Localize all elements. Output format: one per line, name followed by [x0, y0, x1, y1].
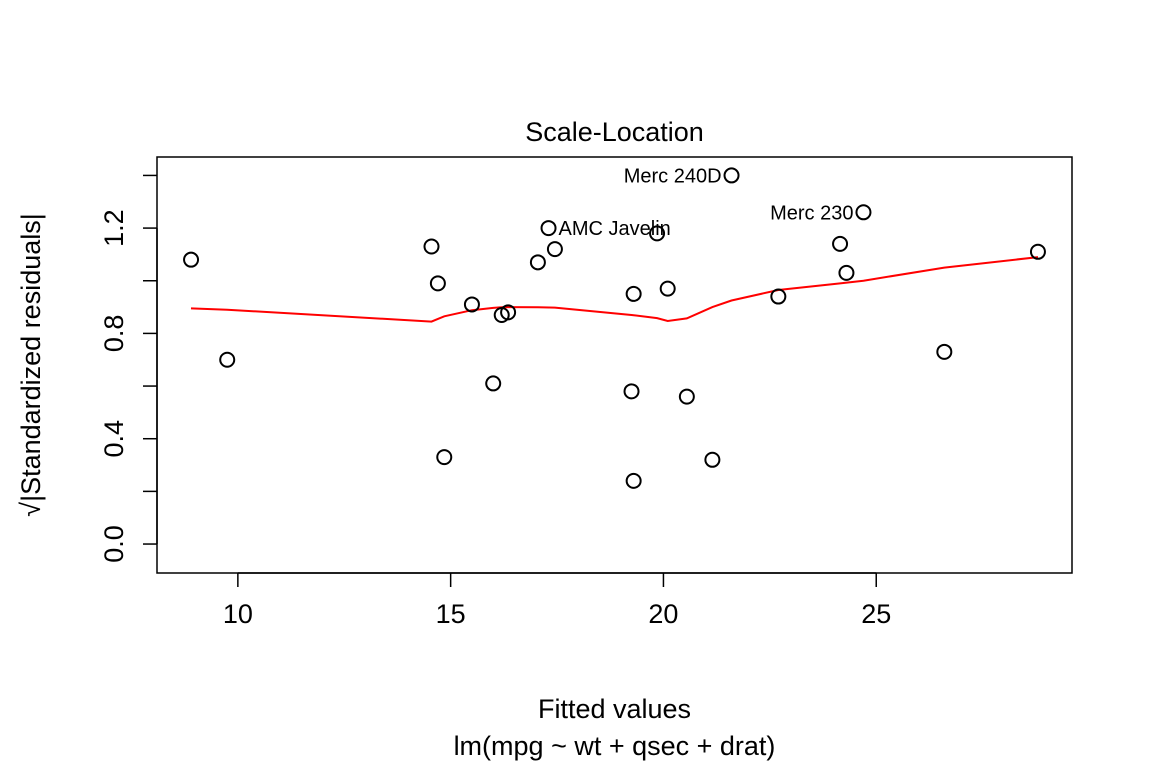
data-point	[546, 241, 563, 258]
y-tick-label: 1.2	[99, 209, 129, 247]
data-point	[436, 449, 453, 466]
point-annotation: Merc 240D	[624, 165, 722, 187]
data-point	[1029, 243, 1046, 260]
x-axis: 10 15 20 25	[223, 572, 891, 629]
data-point	[529, 254, 546, 271]
data-point	[623, 383, 640, 400]
data-point	[485, 375, 502, 392]
x-tick-label: 20	[648, 599, 678, 629]
data-point	[423, 238, 440, 255]
data-point	[500, 304, 517, 321]
data-point	[219, 351, 236, 368]
data-point	[855, 204, 872, 221]
y-tick-label: 0.0	[99, 525, 129, 563]
x-axis-label: Fitted values	[538, 694, 691, 724]
point-annotation: AMC Javelin	[559, 218, 671, 240]
data-point	[723, 167, 740, 184]
data-points	[183, 167, 1046, 489]
data-point	[704, 451, 721, 468]
data-point	[625, 472, 642, 489]
x-tick-label: 25	[861, 599, 891, 629]
point-annotation: Merc 230	[770, 202, 853, 224]
chart-title: Scale-Location	[525, 117, 704, 147]
data-point	[649, 225, 666, 242]
data-point	[678, 388, 695, 405]
data-point	[936, 343, 953, 360]
data-point	[183, 251, 200, 268]
point-annotations: Merc 240D Merc 230 AMC Javelin	[559, 165, 854, 240]
y-tick-label: 0.4	[99, 420, 129, 458]
x-tick-label: 10	[223, 599, 253, 629]
y-axis: 0.0 0.4 0.8 1.2	[99, 174, 158, 563]
smooth-line	[190, 256, 1039, 323]
x-tick-label: 15	[436, 599, 466, 629]
data-point	[540, 220, 557, 237]
y-tick-label: 0.8	[99, 315, 129, 353]
data-point	[770, 288, 787, 305]
chart-subtitle: lm(mpg ~ wt + qsec + drat)	[454, 731, 776, 761]
data-point	[838, 264, 855, 281]
data-point	[625, 285, 642, 302]
data-point	[832, 235, 849, 252]
data-point	[659, 280, 676, 297]
y-axis-label: √|Standardized residuals|	[16, 213, 46, 517]
data-point	[429, 275, 446, 292]
data-point	[463, 296, 480, 313]
